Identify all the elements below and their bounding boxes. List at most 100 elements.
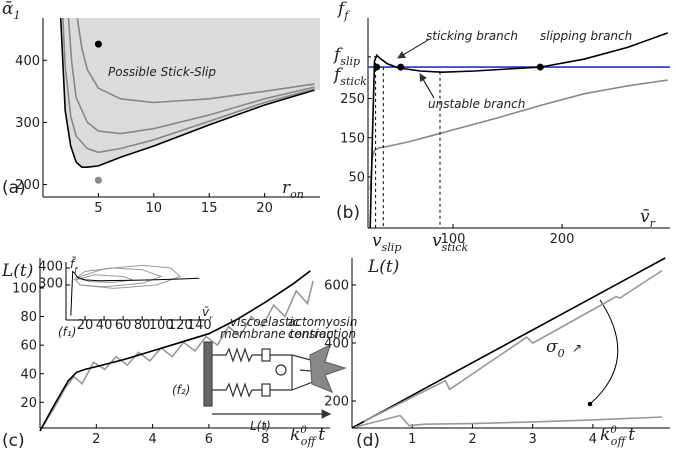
y-tick-label: 20 xyxy=(20,396,37,411)
x-tick-label: 20 xyxy=(77,318,94,333)
annotation: actomyosin xyxy=(288,315,357,329)
x-label-tail: t xyxy=(628,425,635,445)
y-tick-label: 400 xyxy=(15,54,40,69)
x-label: v̄r xyxy=(202,305,213,323)
y-label-base: L(t) xyxy=(367,257,399,277)
x-label-base: k xyxy=(290,425,300,445)
x-label-sub: on xyxy=(290,188,304,201)
x-tick-label: 4 xyxy=(589,432,597,447)
y-tick-label: 150 xyxy=(340,131,365,146)
curve xyxy=(354,414,663,428)
y-tick-label: 600 xyxy=(324,279,349,294)
annotation: vstick xyxy=(432,231,468,254)
x-label-base: v̄ xyxy=(202,305,210,319)
x-label-tail: t xyxy=(318,425,325,445)
y-label-base: f̄ xyxy=(336,0,348,19)
annotation-sub: 0 xyxy=(558,347,565,360)
annotation: unstable branch xyxy=(428,97,525,111)
annotation: (f₂) xyxy=(172,383,190,397)
x-tick-label: 1 xyxy=(408,432,416,447)
x-tick-label: 8 xyxy=(261,432,269,447)
curve xyxy=(369,32,669,229)
callouts xyxy=(397,39,619,407)
x-tick-label: 3 xyxy=(529,432,537,447)
x-tick-label: 80 xyxy=(134,318,151,333)
x-tick-label: 120 xyxy=(168,318,193,333)
x-label-sub: r xyxy=(209,314,213,323)
annotation-base: f xyxy=(332,45,343,65)
schematic xyxy=(203,341,347,419)
y-label: ᾱ1 xyxy=(2,0,21,22)
curve xyxy=(39,280,314,432)
y-label: L(t) xyxy=(1,261,33,281)
annotation: contraction xyxy=(288,327,356,341)
annotation: sticking branch xyxy=(426,29,518,43)
x-label-sup: 0 xyxy=(610,425,617,436)
x-tick-label: 40 xyxy=(96,318,113,333)
x-tick-label: 4 xyxy=(148,432,156,447)
curve xyxy=(59,17,315,168)
y-label-sub: f xyxy=(343,9,350,22)
point xyxy=(94,40,102,48)
annotation-base: f xyxy=(332,65,343,85)
sigma-arc xyxy=(589,299,619,405)
y-label-base: ᾱ xyxy=(2,0,14,19)
panel-label: (b) xyxy=(336,203,360,223)
annotation-base: v xyxy=(432,231,442,251)
x-label-base: r xyxy=(282,178,291,198)
annotation: vslip xyxy=(372,231,401,254)
point xyxy=(94,176,102,184)
annotation: L(t) xyxy=(250,419,271,433)
annotation: ↗ xyxy=(572,341,582,355)
annotation: viscoelastic xyxy=(230,315,300,329)
y-tick-label: 400 xyxy=(38,259,63,274)
y-label: L(t) xyxy=(367,257,399,277)
region xyxy=(60,18,321,168)
y-tick-label: 40 xyxy=(20,367,37,382)
y-tick-label: 250 xyxy=(340,92,365,107)
x-tick-label: 2 xyxy=(468,432,476,447)
panel-label: (a) xyxy=(2,178,26,198)
x-label-sub: off xyxy=(611,435,628,448)
x-tick-label: 15 xyxy=(201,201,218,216)
panel-label: (d) xyxy=(356,431,380,451)
curve xyxy=(70,270,200,316)
point xyxy=(536,63,544,71)
y-label-base: f̄ xyxy=(70,257,76,271)
x-label-sub: off xyxy=(301,435,318,448)
annotation-sub: stick xyxy=(442,241,469,254)
annotation: σ0 xyxy=(546,337,565,360)
x-tick-label: 60 xyxy=(115,318,132,333)
y-tick-label: 200 xyxy=(324,395,349,410)
annotation-base: v xyxy=(372,231,382,251)
curve xyxy=(39,270,311,432)
annotation: slipping branch xyxy=(540,29,632,43)
x-label-base: k xyxy=(600,425,610,445)
y-label-sub: 1 xyxy=(13,9,20,22)
y-tick-label: 60 xyxy=(20,339,37,354)
curve xyxy=(369,79,668,190)
x-label-base: v̄ xyxy=(640,207,650,227)
x-tick-label: 5 xyxy=(94,201,102,216)
y-tick-label: 100 xyxy=(12,282,37,297)
x-tick-label: 2 xyxy=(92,432,100,447)
y-label: f̄f xyxy=(336,0,350,22)
y-label-base: L(t) xyxy=(1,261,33,281)
curve xyxy=(363,269,663,423)
curve xyxy=(75,264,182,289)
annotation: membrane tension xyxy=(220,327,334,341)
curve xyxy=(76,17,315,104)
x-tick-label: 100 xyxy=(149,318,174,333)
x-label: k0 off t xyxy=(290,425,325,448)
y-tick-label: 400 xyxy=(324,337,349,352)
x-tick-label: 100 xyxy=(441,232,466,247)
annotation: fslip xyxy=(332,45,360,68)
y-tick-label: 300 xyxy=(15,116,40,131)
y-tick-label: 80 xyxy=(20,310,37,325)
y-label-sub: f xyxy=(74,266,78,275)
y-tick-label: 300 xyxy=(38,276,63,291)
annotation-sub: slip xyxy=(382,241,402,254)
y-label: f̄f xyxy=(70,257,78,275)
annotation-base: σ xyxy=(546,337,558,357)
